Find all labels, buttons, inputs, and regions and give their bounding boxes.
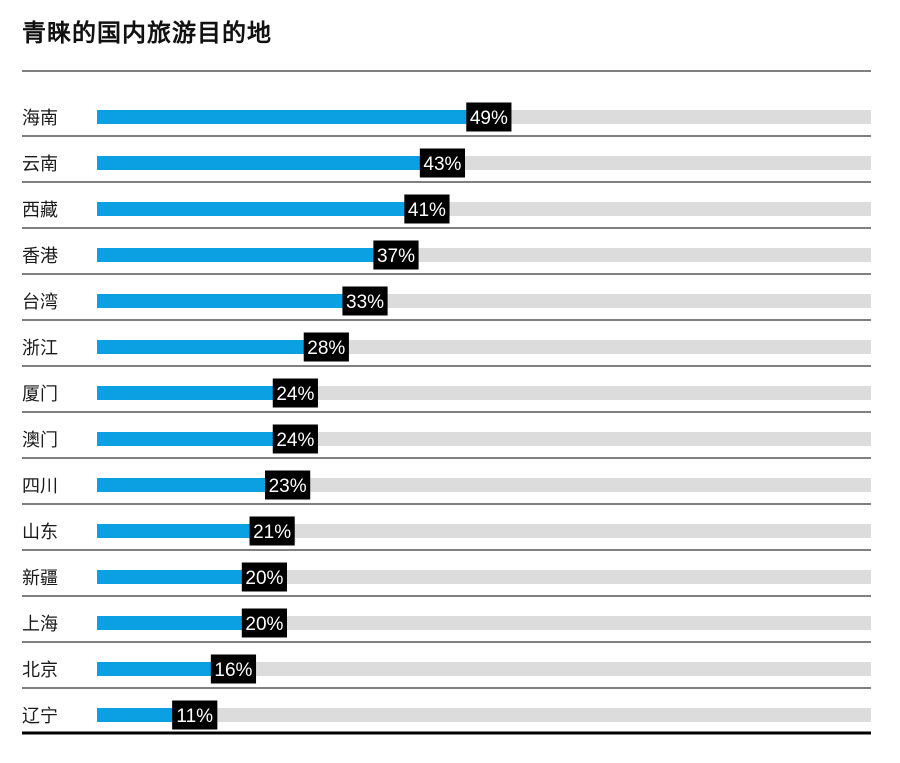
- value-label-box: [419, 148, 466, 178]
- value-label: 28%: [307, 338, 345, 359]
- category-label: 台湾: [22, 292, 58, 313]
- category-label: 浙江: [22, 338, 58, 359]
- bar: [97, 708, 183, 722]
- value-label: 11%: [176, 706, 213, 727]
- value-label: 21%: [253, 522, 291, 543]
- value-label-box: [466, 102, 512, 132]
- bar: [97, 202, 415, 216]
- value-label-box: [241, 608, 287, 638]
- bar-row: 北京 16%: [22, 654, 871, 689]
- bar: [97, 616, 252, 630]
- value-label-box: [373, 240, 419, 270]
- bar-row: 台湾 33%: [22, 286, 871, 321]
- category-label: 北京: [22, 660, 58, 681]
- bar-row: 辽宁 11%: [22, 700, 871, 730]
- bar: [97, 340, 314, 354]
- bar: [97, 570, 252, 584]
- value-label: 43%: [423, 154, 461, 175]
- bar: [97, 248, 384, 262]
- bar-row: 澳门 24%: [22, 424, 871, 459]
- value-label: 24%: [276, 384, 314, 405]
- category-label: 四川: [22, 476, 58, 497]
- value-label: 23%: [269, 476, 307, 497]
- value-label: 20%: [245, 614, 283, 635]
- category-label: 山东: [22, 522, 58, 543]
- category-label: 香港: [22, 246, 58, 267]
- bar-row: 浙江 28%: [22, 332, 871, 367]
- bar-row: 厦门 24%: [22, 378, 871, 413]
- value-label: 16%: [214, 660, 252, 681]
- category-label: 海南: [22, 108, 58, 129]
- value-label-box: [241, 562, 287, 592]
- value-label-box: [404, 194, 450, 224]
- value-label-box: [210, 654, 257, 684]
- bar-track: [97, 616, 871, 630]
- value-label-box: [265, 470, 311, 500]
- category-label: 西藏: [22, 200, 58, 221]
- category-label: 厦门: [22, 384, 58, 405]
- bar-track: [97, 662, 871, 676]
- bar-row: 四川 23%: [22, 470, 871, 505]
- value-label-box: [342, 286, 388, 316]
- bar: [97, 662, 221, 676]
- category-label: 澳门: [22, 430, 58, 451]
- category-label: 云南: [22, 154, 58, 175]
- bar: [97, 110, 477, 124]
- category-label: 辽宁: [22, 706, 58, 727]
- value-label-box: [272, 424, 318, 454]
- bar: [97, 294, 353, 308]
- value-label: 24%: [276, 430, 314, 451]
- bar-row: 香港 37%: [22, 240, 871, 275]
- bar-track: [97, 708, 871, 722]
- value-label: 41%: [408, 200, 446, 221]
- bar-row: 上海 20%: [22, 608, 871, 643]
- category-label: 新疆: [22, 568, 58, 589]
- value-label-box: [249, 516, 295, 546]
- bar-row: 山东 21%: [22, 516, 871, 551]
- value-label-box: [303, 332, 349, 362]
- category-label: 上海: [22, 614, 58, 635]
- bar: [97, 478, 276, 492]
- bar: [97, 432, 283, 446]
- value-label: 33%: [346, 292, 384, 313]
- value-label-box: [272, 378, 318, 408]
- bar: [97, 156, 430, 170]
- bar-track: [97, 570, 871, 584]
- bar-row: 云南 43%: [22, 148, 871, 183]
- value-label-box: [172, 700, 218, 730]
- bar: [97, 386, 283, 400]
- bar: [97, 524, 260, 538]
- bar-row: 海南 49%: [22, 102, 871, 137]
- value-label: 49%: [470, 108, 508, 129]
- bar-row: 新疆 20%: [22, 562, 871, 597]
- value-label: 20%: [245, 568, 283, 589]
- chart-title: 青睐的国内旅游目的地: [22, 19, 272, 47]
- bar-rows: 海南 49% 云南 43% 西藏 41% 香港 37% 台湾 33% 浙江 28% 厦门 24% 澳门 24%…: [22, 102, 871, 730]
- value-label: 37%: [377, 246, 415, 267]
- bar-row: 西藏 41%: [22, 194, 871, 229]
